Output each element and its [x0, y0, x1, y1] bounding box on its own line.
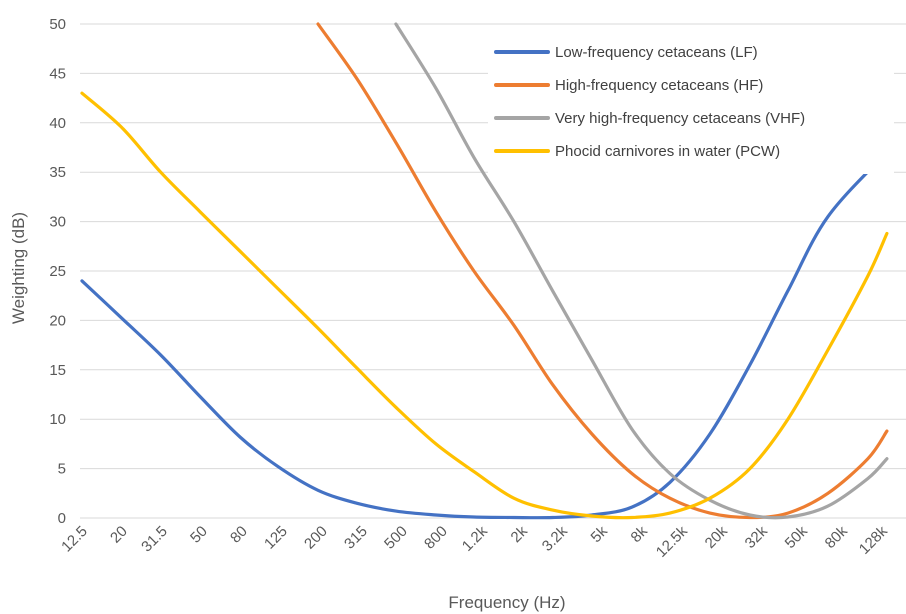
- x-tick-label: 80: [227, 523, 251, 547]
- y-tick-label: 45: [49, 65, 66, 82]
- x-tick-label: 128k: [856, 522, 891, 557]
- x-tick-label: 32k: [742, 522, 771, 551]
- y-tick-label: 20: [49, 312, 66, 329]
- x-tick-label: 8k: [628, 522, 652, 546]
- x-tick-label: 12.5: [58, 523, 91, 556]
- x-tick-labels: 12.5 20 31.5 50 80 125 200 315 500 800 1.2k 2k 3.2k 5…: [58, 522, 891, 560]
- x-tick-label: 800: [421, 523, 451, 553]
- series-line-2: [316, 22, 889, 520]
- x-tick-label: 5k: [588, 522, 612, 546]
- x-tick-label: 200: [301, 523, 331, 553]
- y-tick-label: 40: [49, 115, 66, 132]
- legend-entry: Very high-frequency cetaceans (VHF): [555, 110, 805, 127]
- x-tick-label: 50k: [782, 522, 811, 551]
- legend-background: [488, 34, 894, 174]
- legend-entry: High-frequency cetaceans (HF): [555, 77, 763, 94]
- series-line-4: [80, 91, 889, 520]
- y-tick-label: 50: [49, 16, 66, 33]
- y-tick-label: 35: [49, 164, 66, 181]
- y-tick-label: 0: [58, 510, 66, 527]
- y-tick-labels: 0 5 10 15 20 25 30 35 40 45 50: [49, 16, 66, 527]
- y-tick-label: 10: [49, 411, 66, 428]
- legend-entry: Phocid carnivores in water (PCW): [555, 143, 780, 160]
- x-tick-label: 50: [187, 523, 211, 547]
- x-tick-label: 315: [341, 523, 371, 553]
- x-axis-title: Frequency (Hz): [448, 593, 565, 612]
- y-tick-label: 25: [49, 263, 66, 280]
- series-layer: [80, 22, 889, 520]
- legend-entry: Low-frequency cetaceans (LF): [555, 44, 758, 61]
- x-tick-label: 1.2k: [459, 522, 491, 554]
- x-tick-label: 2k: [508, 522, 532, 546]
- series-line-3: [394, 22, 889, 520]
- x-tick-label: 20: [107, 523, 131, 547]
- x-tick-label: 12.5k: [653, 522, 691, 560]
- x-tick-label: 125: [261, 523, 291, 553]
- legend: Low-frequency cetaceans (LF) High-frequen…: [488, 34, 894, 174]
- y-tick-label: 5: [58, 461, 66, 478]
- y-tick-label: 30: [49, 214, 66, 231]
- y-axis-title: Weighting (dB): [9, 212, 28, 324]
- x-tick-label: 500: [381, 523, 411, 553]
- x-tick-label: 31.5: [138, 523, 171, 556]
- x-tick-label: 3.2k: [539, 522, 571, 554]
- x-tick-label: 20k: [702, 522, 731, 551]
- y-tick-label: 15: [49, 362, 66, 379]
- x-tick-label: 80k: [822, 522, 851, 551]
- series-line-1: [80, 150, 889, 520]
